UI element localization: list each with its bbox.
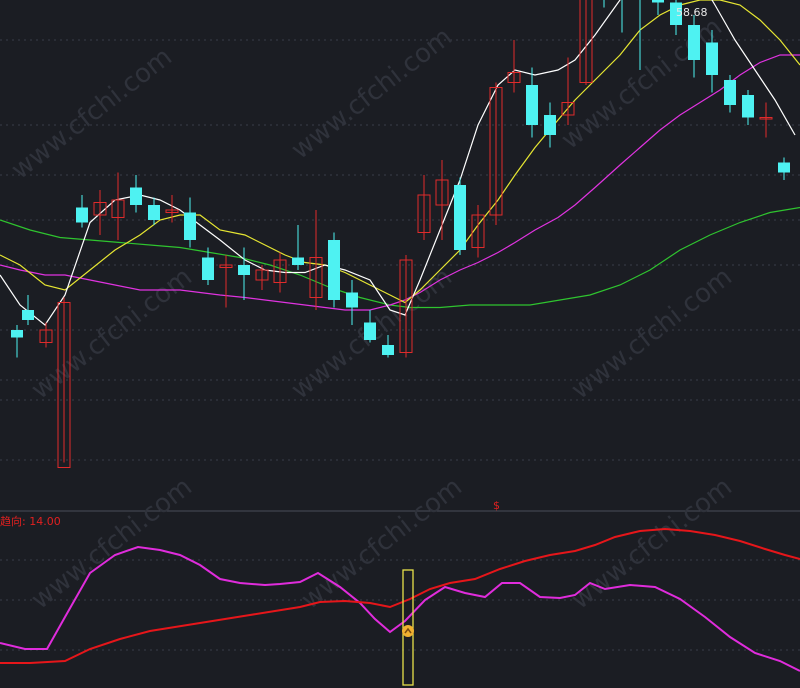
candle-body-up [579,0,593,83]
candle-body-up [111,199,125,218]
watermark-text: www.cfchi.com [26,472,198,616]
watermark-text: www.cfchi.com [6,42,178,186]
candle-body-down [778,162,790,173]
signal-box [402,569,414,686]
candle-body-up [39,329,53,343]
watermark-text: www.cfchi.com [556,12,728,156]
indicator-line-red [0,527,800,664]
candle-body-down [346,292,358,308]
candle-body-down [202,257,214,280]
candle-body-down [11,330,23,338]
signal-arrow-icon [404,627,412,634]
candle-body-down [130,187,142,205]
candle-body-down [292,257,304,265]
candle-body-down [382,345,394,355]
candle-body-down [328,240,340,300]
candle-body-down [364,322,376,340]
candle-body-down [652,0,664,3]
signal-badge: $ [493,499,500,512]
watermark-text: www.cfchi.com [296,472,468,616]
indicator-line-magenta [0,545,800,672]
watermark-text: www.cfchi.com [566,472,738,616]
candle-body-up [165,209,179,213]
candle-body-up [471,214,485,248]
candle-body-down [184,212,196,240]
candle-body-down [544,115,556,135]
watermark-text: www.cfchi.com [286,22,458,166]
candle-body-up [489,87,503,216]
candle-body-up [435,179,449,206]
candle-body-up [417,194,431,233]
candle-body-up [57,302,71,468]
candle-body-down [454,185,466,250]
candle-body-down [706,42,718,75]
candle-body-down [76,207,88,223]
candle-body-down [22,310,34,320]
candle-body-down [148,205,160,220]
indicator-title: 趋向: 14.00 [0,515,61,528]
candle-body-up [273,259,287,283]
candle-body-up [309,257,323,298]
candle-body-up [561,102,575,116]
candle-body-up [255,269,269,281]
candle-body-down [238,265,250,275]
candle-body-down [688,25,700,60]
candle-body-down [670,2,682,25]
candle-body-down [742,95,754,118]
candle-body-up [507,72,521,83]
candle-body-up [219,264,233,268]
candle-body-down [526,85,538,125]
candle-body-up [759,117,773,120]
watermark-text: www.cfchi.com [566,262,738,406]
max-price-label: 58.68 [676,6,708,19]
candle-body-up [93,202,107,216]
candle-body-down [724,80,736,105]
signal-marker [402,625,414,637]
candle-body-up [399,259,413,353]
